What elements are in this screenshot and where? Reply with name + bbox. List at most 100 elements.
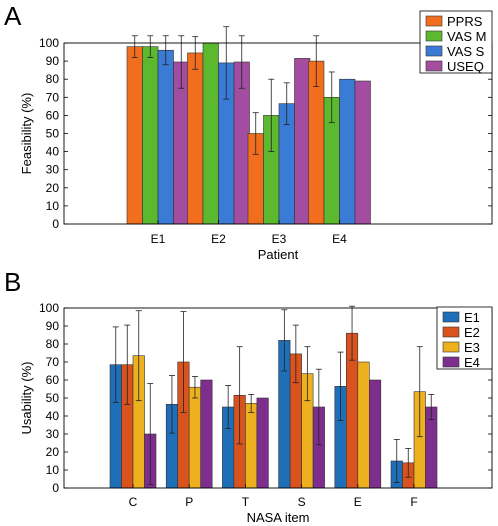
x-axis-label: NASA item — [247, 510, 310, 525]
y-tick-label-60: 60 — [46, 373, 60, 387]
x-tick-label-p: P — [185, 495, 193, 509]
legend-swatch-vas-m — [425, 30, 443, 42]
error-bar-vas-s-e3 — [283, 82, 290, 125]
y-tick-label-30: 30 — [46, 427, 60, 441]
x-tick-label-f: F — [410, 495, 417, 509]
panel-letter-b: B — [4, 267, 21, 297]
y-tick-label-90: 90 — [46, 54, 60, 68]
bar-pprs-e2 — [187, 52, 204, 225]
legend-label-e2: E2 — [464, 325, 480, 340]
y-tick-label-70: 70 — [46, 90, 60, 104]
error-bar-useq-e2 — [238, 35, 245, 89]
x-tick-label-e: E — [354, 495, 362, 509]
x-tick-label-s: S — [298, 495, 306, 509]
y-tick-label-40: 40 — [46, 409, 60, 423]
legend-swatch-e2 — [442, 326, 460, 338]
error-bar-e2-f — [405, 447, 412, 478]
legend-swatch-vas-s — [425, 45, 443, 57]
legend-label-vas-m: VAS M — [447, 29, 487, 44]
bar-e3-p — [188, 386, 201, 489]
error-bar-e4-s — [315, 368, 322, 446]
y-tick-label-0: 0 — [52, 217, 59, 231]
y-tick-label-100: 100 — [39, 301, 59, 315]
y-tick-label-40: 40 — [46, 145, 60, 159]
legend-label-e3: E3 — [464, 340, 480, 355]
bar-pprs-e1 — [126, 46, 143, 225]
error-bar-e3-s — [304, 346, 311, 402]
error-bar-e4-c — [147, 383, 154, 485]
legend-swatch-e1 — [442, 311, 460, 323]
x-tick-label-e4: E4 — [332, 232, 347, 246]
legend-swatch-pprs — [425, 15, 443, 27]
error-bar-e2-t — [236, 346, 243, 445]
legend-swatch-e4 — [442, 356, 460, 368]
legend-swatch-useq — [425, 60, 443, 72]
error-bar-e2-p — [180, 311, 187, 413]
y-tick-label-50: 50 — [46, 391, 60, 405]
error-bar-e1-c — [112, 326, 119, 403]
y-tick-label-80: 80 — [46, 72, 60, 86]
y-tick-label-10: 10 — [46, 199, 60, 213]
bar-useq-e4 — [354, 80, 371, 225]
error-bar-e3-f — [416, 346, 423, 438]
y-tick-label-60: 60 — [46, 108, 60, 122]
error-bar-pprs-e4 — [313, 35, 320, 87]
bar-e3-e — [357, 361, 370, 489]
error-bar-e3-t — [248, 393, 255, 413]
y-tick-label-80: 80 — [46, 337, 60, 351]
bar-vas-m-e1 — [142, 46, 159, 225]
y-axis-label: Feasibility (%) — [19, 93, 34, 175]
error-bar-e3-c — [135, 310, 142, 402]
y-tick-label-20: 20 — [46, 181, 60, 195]
error-bar-vas-s-e2 — [223, 26, 230, 100]
y-tick-label-90: 90 — [46, 319, 60, 333]
chart-feasibility: E1 E2 E3 E4 0 10 20 30 40 50 60 70 80 90 100 Patient Fea… — [19, 10, 493, 262]
bar-e4-p — [200, 379, 213, 489]
error-bar-vas-m-e4 — [328, 71, 335, 124]
bar-e3-t — [245, 403, 258, 489]
error-bar-pprs-e1 — [131, 35, 138, 58]
y-tick-label-0: 0 — [52, 481, 59, 495]
legend-swatch-e3 — [442, 341, 460, 353]
bar-e4-e — [368, 379, 382, 489]
x-tick-label-c: C — [129, 495, 138, 509]
y-tick-label-20: 20 — [46, 445, 60, 459]
bar-useq-e3 — [294, 58, 311, 225]
x-tick-label-e2: E2 — [211, 232, 226, 246]
y-axis-label: Usability (%) — [19, 362, 34, 435]
error-bar-e1-p — [168, 375, 175, 434]
error-bar-pprs-e2 — [192, 36, 199, 70]
error-bar-e2-s — [292, 324, 299, 384]
bar-e4-t — [256, 397, 269, 489]
legend-label-useq: USEQ — [447, 59, 484, 74]
x-tick-label-t: T — [242, 495, 250, 509]
bar-vas-s-e1 — [157, 49, 174, 225]
error-bar-e2-c — [124, 324, 131, 405]
y-tick-label-30: 30 — [46, 163, 60, 177]
error-bar-e4-f — [428, 393, 435, 421]
legend-label-e4: E4 — [464, 355, 480, 370]
legend-label-vas-s: VAS S — [447, 44, 485, 59]
error-bar-e1-f — [393, 438, 400, 484]
y-tick-label-50: 50 — [46, 127, 60, 141]
error-bar-e1-s — [281, 309, 288, 372]
error-bar-vas-s-e1 — [162, 35, 169, 66]
legend-label-e1: E1 — [464, 310, 480, 325]
error-bar-e1-t — [225, 384, 232, 430]
error-bar-e3-p — [191, 375, 198, 399]
error-bar-pprs-e3 — [252, 112, 259, 155]
error-bar-e1-e — [337, 351, 344, 421]
x-tick-label-e1: E1 — [151, 232, 166, 246]
bar-vas-m-e2 — [202, 42, 219, 225]
y-tick-label-10: 10 — [46, 463, 60, 477]
bar-vas-s-e4 — [339, 78, 356, 225]
legend-label-pprs: PPRS — [447, 14, 483, 29]
error-bar-vas-m-e1 — [147, 35, 154, 58]
chart-usability: C P T S E F 0 10 20 30 40 50 60 70 80 90 100 NASA item Usa… — [19, 301, 493, 525]
x-tick-label-e3: E3 — [272, 232, 287, 246]
y-tick-label-100: 100 — [39, 36, 59, 50]
x-axis-label: Patient — [258, 247, 299, 262]
